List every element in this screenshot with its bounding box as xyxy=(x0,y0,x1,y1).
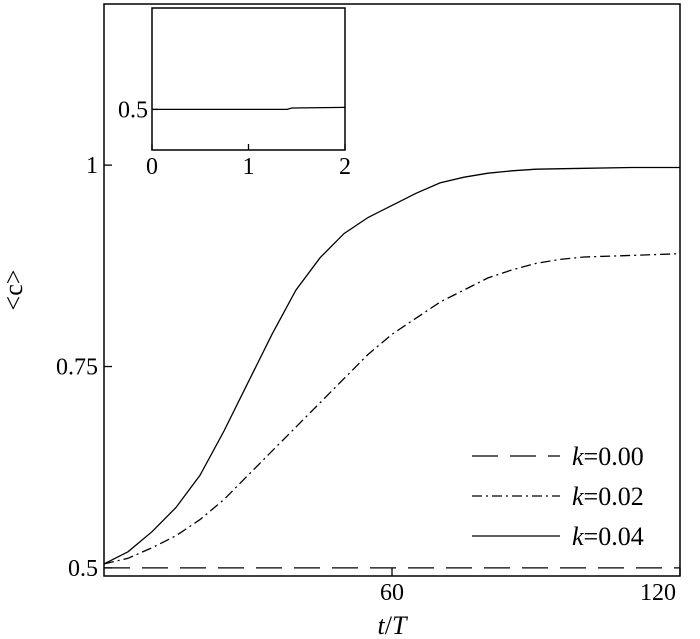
y-tick-label: 0.75 xyxy=(56,355,98,381)
legend: k=0.00k=0.02k=0.04 xyxy=(472,442,644,551)
x-axis-label-var2: T xyxy=(392,611,408,639)
x-tick-label: 120 xyxy=(640,580,676,606)
x-axis-label-var1: t xyxy=(378,611,386,639)
inset-x-tick-label: 2 xyxy=(339,154,351,180)
inset-y-tick-label: 0.5 xyxy=(118,97,148,123)
x-tick-label: 60 xyxy=(380,580,404,606)
legend-entry-label: k=0.02 xyxy=(572,482,644,511)
legend-entry-var: k xyxy=(572,482,584,511)
y-axis-label: <c> xyxy=(0,270,28,311)
legend-entry-var: k xyxy=(572,442,584,471)
legend-entry-value: =0.00 xyxy=(584,442,644,471)
legend-entry-label: k=0.04 xyxy=(572,522,644,551)
x-axis-label: t/T xyxy=(378,611,408,639)
inset-ticks-group: 0 1 2 0.5 xyxy=(118,97,351,180)
series-line-k0-02 xyxy=(103,253,681,565)
inset-background xyxy=(152,8,345,150)
legend-entry-value: =0.04 xyxy=(584,522,644,551)
x-axis-label-slash: / xyxy=(385,611,393,639)
y-tick-label: 0.5 xyxy=(68,556,98,582)
legend-entry-label: k=0.00 xyxy=(572,442,644,471)
legend-entry-value: =0.02 xyxy=(584,482,644,511)
legend-entry-var: k xyxy=(572,522,584,551)
inset-series-group xyxy=(152,106,346,111)
inset-x-tick-label: 1 xyxy=(243,154,255,180)
inset-series-line xyxy=(152,106,346,111)
main-series-group xyxy=(103,166,681,569)
series-line-k0-04 xyxy=(103,166,680,565)
y-tick-label: 1 xyxy=(86,153,98,179)
inset-x-tick-label: 0 xyxy=(146,154,158,180)
